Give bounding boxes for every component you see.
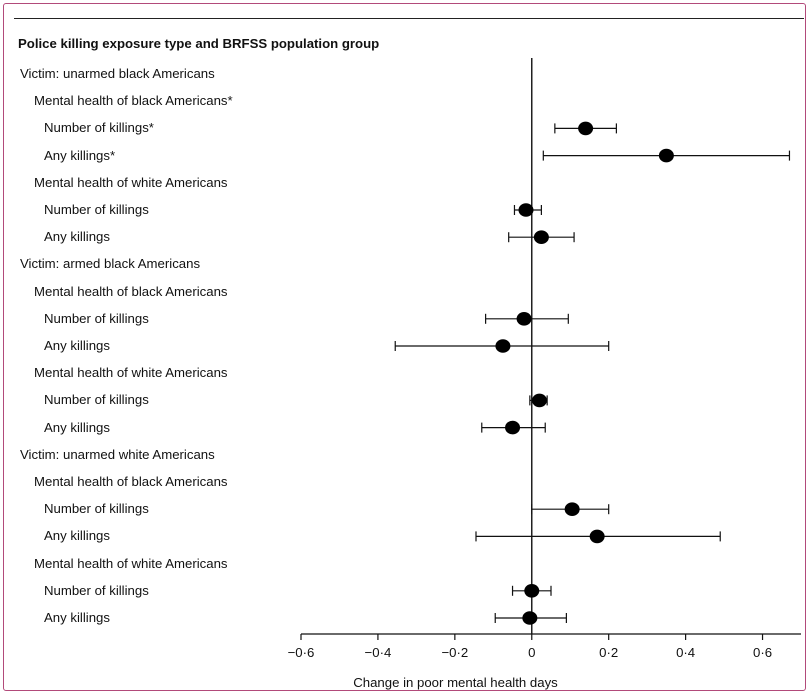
x-tick-label: 0 xyxy=(528,645,535,660)
row-label: Number of killings xyxy=(44,501,149,517)
point-estimate xyxy=(495,339,511,353)
point-estimate xyxy=(531,393,547,408)
point-estimate xyxy=(516,312,532,326)
figure-frame xyxy=(3,3,806,691)
row-label: Number of killings xyxy=(44,202,149,217)
row-label: Any killings xyxy=(44,229,110,245)
row-label: Mental health of black Americans* xyxy=(34,93,233,109)
x-tick-label: −0·4 xyxy=(365,645,392,660)
row-label: Victim: armed black Americans xyxy=(20,256,201,272)
point-estimate xyxy=(505,420,521,435)
row-label: Any killings xyxy=(44,419,110,435)
row-label: Any killings xyxy=(44,528,110,544)
x-tick-label: 0·2 xyxy=(599,645,618,660)
top-rule xyxy=(14,18,804,19)
row-label: Number of killings xyxy=(44,582,149,598)
row-label: Number of killings xyxy=(44,310,149,326)
point-estimate xyxy=(578,121,594,136)
row-label: Mental health of black Americans xyxy=(34,283,228,299)
row-label: Any killings xyxy=(44,610,110,625)
x-axis-label: Change in poor mental health days xyxy=(353,675,558,690)
point-estimate xyxy=(533,230,549,244)
point-estimate xyxy=(564,502,580,516)
x-tick-label: −0·6 xyxy=(288,645,315,660)
row-label: Victim: unarmed white Americans xyxy=(20,446,215,462)
row-label: Mental health of white Americans xyxy=(34,365,228,381)
row-label: Mental health of white Americans xyxy=(34,555,228,571)
x-tick-label: 0·4 xyxy=(676,645,695,660)
point-estimate xyxy=(524,584,540,598)
row-label: Mental health of black Americans xyxy=(34,474,228,489)
x-tick-label: 0·6 xyxy=(753,645,772,660)
point-estimate xyxy=(518,203,534,217)
row-label: Any killings* xyxy=(44,147,116,163)
row-label: Victim: unarmed black Americans xyxy=(20,66,215,81)
x-tick-label: −0·2 xyxy=(441,645,468,660)
row-label: Number of killings* xyxy=(44,120,154,136)
row-label: Mental health of white Americans xyxy=(34,174,228,190)
row-label: Any killings xyxy=(44,338,110,353)
chart-title: Police killing exposure type and BRFSS p… xyxy=(18,36,380,51)
row-label: Number of killings xyxy=(44,392,149,408)
point-estimate xyxy=(589,529,605,544)
point-estimate xyxy=(522,611,538,625)
point-estimate xyxy=(658,148,674,163)
